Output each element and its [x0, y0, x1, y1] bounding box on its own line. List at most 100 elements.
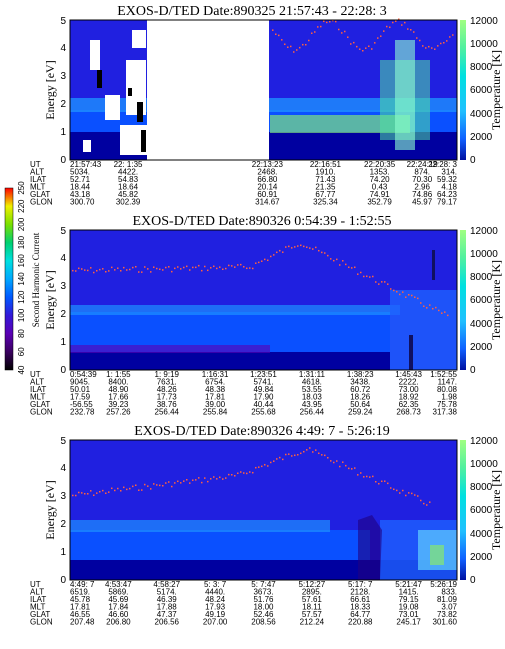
table-cell: -56.55: [70, 400, 93, 409]
temperature-dot: [114, 269, 116, 271]
temperature-dot: [426, 504, 428, 506]
temperature-dot: [378, 283, 380, 285]
temperature-dot: [144, 483, 146, 486]
temperature-dot: [303, 450, 305, 453]
temperature-dot: [438, 309, 440, 312]
temperature-dot: [389, 26, 391, 29]
table-cell: 17.93: [205, 603, 226, 612]
temperature-dot: [324, 252, 326, 254]
temperature-dot: [111, 266, 113, 269]
table-cell: 43.18: [70, 190, 91, 199]
temperature-dot: [405, 296, 407, 298]
table-cell: 74.86: [412, 190, 433, 199]
temperature-dot: [423, 502, 425, 505]
temperature-dot: [291, 455, 293, 457]
temperature-dot: [171, 485, 173, 488]
temperature-dot: [272, 29, 274, 31]
table-cell: 1.98: [441, 393, 457, 402]
table-cell: 2222.: [399, 378, 419, 387]
temperature-dot: [177, 266, 179, 268]
temperature-dot: [231, 265, 233, 267]
temperature-dot: [381, 281, 383, 283]
temperature-dot: [108, 270, 110, 272]
panel-2-temperature-scale-bar: [460, 230, 466, 370]
table-cell: 1:52:55: [430, 370, 457, 379]
temperature-dot: [201, 481, 203, 484]
temperature-dot: [297, 454, 299, 456]
temperature-dot: [222, 478, 224, 480]
table-cell: 1:16:31: [202, 370, 229, 379]
temperature-dot: [339, 264, 341, 266]
temperature-dot: [420, 499, 422, 502]
temperature-dot: [333, 461, 335, 464]
temperature-dot: [410, 29, 412, 31]
table-cell: 257.26: [106, 408, 131, 417]
table-cell: 4.18: [441, 183, 457, 192]
temperature-dot: [390, 288, 392, 290]
p3-ytick-1: 1: [60, 547, 66, 558]
temperature-dot: [276, 251, 278, 254]
temperature-dot: [348, 266, 350, 269]
temperature-dot: [270, 255, 272, 258]
table-cell: 1:31:11: [299, 370, 326, 379]
table-cell: 17.84: [108, 603, 129, 612]
temperature-dot: [399, 492, 401, 494]
p3-ytick-2: 2: [60, 519, 66, 530]
colorbar-tick: 180: [17, 235, 26, 249]
table-row-label: UT: [30, 370, 41, 379]
temperature-dot: [318, 452, 320, 455]
table-cell: 232.78: [70, 408, 95, 417]
temperature-dot: [386, 25, 388, 28]
temperature-dot: [354, 266, 356, 269]
table-cell: 18.33: [350, 603, 371, 612]
table-cell: 4618.: [302, 378, 322, 387]
temperature-dot: [252, 471, 254, 474]
temperature-dot: [159, 484, 161, 487]
table-cell: 22:13:23: [252, 160, 284, 169]
temperature-dot: [147, 485, 149, 487]
temperature-dot: [369, 276, 371, 278]
colorbar-label: Second Harmonic Current: [31, 232, 41, 327]
table-cell: 40.44: [253, 400, 274, 409]
table-cell: 45.82: [118, 190, 139, 199]
p3-ytick-5: 5: [60, 436, 66, 447]
temperature-dot: [216, 267, 218, 270]
panel-2-left-ticks: 0 1 2 3 4 5: [60, 226, 66, 376]
temperature-dot: [183, 480, 185, 482]
table-cell: 5:21:47: [395, 580, 422, 589]
temperature-dot: [383, 30, 385, 32]
table-cell: 0:54:39: [70, 370, 97, 379]
panel-2-ylabel-right: Temperature [K]: [489, 260, 503, 340]
table-cell: 21.35: [315, 183, 336, 192]
temperature-dot: [356, 45, 358, 48]
temperature-dot: [327, 254, 329, 257]
table-cell: 50.64: [350, 400, 371, 409]
table-cell: 0.43: [372, 183, 388, 192]
table-cell: 6754.: [205, 378, 225, 387]
temperature-dot: [210, 478, 212, 480]
table-cell: 255.84: [203, 408, 228, 417]
temperature-dot: [156, 267, 158, 270]
table-cell: 4:58:27: [153, 580, 180, 589]
temperature-dot: [186, 479, 188, 481]
p3-rtick-4: 8000: [470, 482, 493, 493]
table-cell: 255.68: [251, 408, 276, 417]
temperature-dot: [96, 270, 98, 272]
temperature-dot: [387, 482, 389, 485]
temperature-dot: [371, 48, 373, 50]
panel-1: EXOS-D/TED Date:890325 21:57:43 - 22:28:…: [30, 4, 503, 207]
table-cell: 22:20:35: [364, 160, 396, 169]
temperature-dot: [255, 466, 257, 469]
table-cell: 5: 3: 7: [204, 580, 227, 589]
temperature-dot: [87, 492, 89, 495]
temperature-dot: [302, 43, 304, 46]
temperature-dot: [324, 454, 326, 457]
temperature-dot: [434, 48, 436, 50]
temperature-dot: [141, 489, 143, 491]
temperature-dot: [432, 307, 434, 310]
panel-1-title: EXOS-D/TED Date:890325 21:57:43 - 22:28:…: [117, 4, 386, 19]
temperature-dot: [135, 266, 137, 268]
panel-2-frame: [69, 229, 458, 371]
p3-ytick-4: 4: [60, 463, 66, 474]
temperature-dot: [156, 484, 158, 486]
